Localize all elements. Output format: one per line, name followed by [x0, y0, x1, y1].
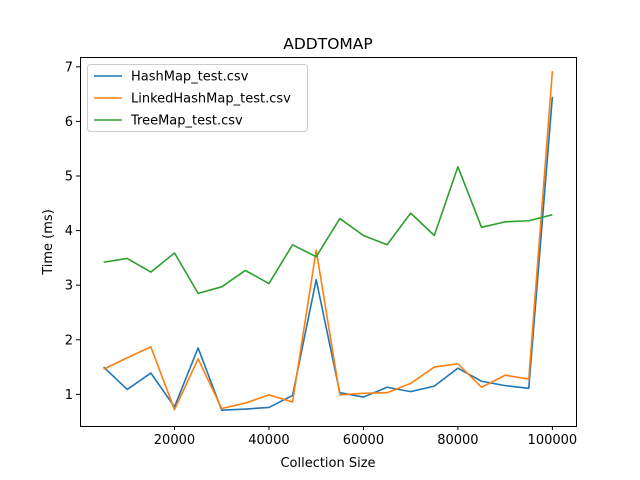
- y-tick-label-2: 3: [65, 279, 73, 294]
- series-line-2: [103, 165, 553, 295]
- x-tick-label-1: 40000: [248, 433, 289, 448]
- x-tick-label-3: 80000: [437, 433, 478, 448]
- plot-lines: [103, 71, 554, 411]
- legend-box: [87, 64, 308, 132]
- y-tick-label-4: 5: [65, 169, 73, 184]
- x-tick-label-0: 20000: [154, 433, 195, 448]
- legend: HashMap_test.csv LinkedHashMap_test.csv Tr…: [87, 64, 308, 132]
- y-axis-ticks: 1 2 3 4 5 6 7: [65, 60, 80, 403]
- series-line-0: [103, 96, 554, 411]
- x-axis-ticks: 20000 40000 60000 80000 100000: [154, 426, 577, 448]
- y-axis-label: Time (ms): [41, 209, 56, 276]
- y-tick-label-3: 4: [65, 224, 73, 239]
- y-tick-label-1: 2: [65, 333, 73, 348]
- legend-label-2: TreeMap_test.csv: [130, 114, 243, 129]
- y-tick-label-6: 7: [65, 60, 73, 75]
- series-line-1: [103, 71, 554, 411]
- legend-label-1: LinkedHashMap_test.csv: [131, 92, 291, 107]
- y-tick-label-0: 1: [65, 388, 73, 403]
- x-tick-label-4: 100000: [528, 433, 578, 448]
- legend-label-0: HashMap_test.csv: [131, 70, 249, 85]
- x-axis-label: Collection Size: [280, 456, 375, 471]
- plot-area-frame: [80, 57, 577, 427]
- x-tick-label-2: 60000: [343, 433, 384, 448]
- chart-title: ADDTOMAP: [283, 35, 372, 53]
- y-tick-label-5: 6: [65, 115, 73, 130]
